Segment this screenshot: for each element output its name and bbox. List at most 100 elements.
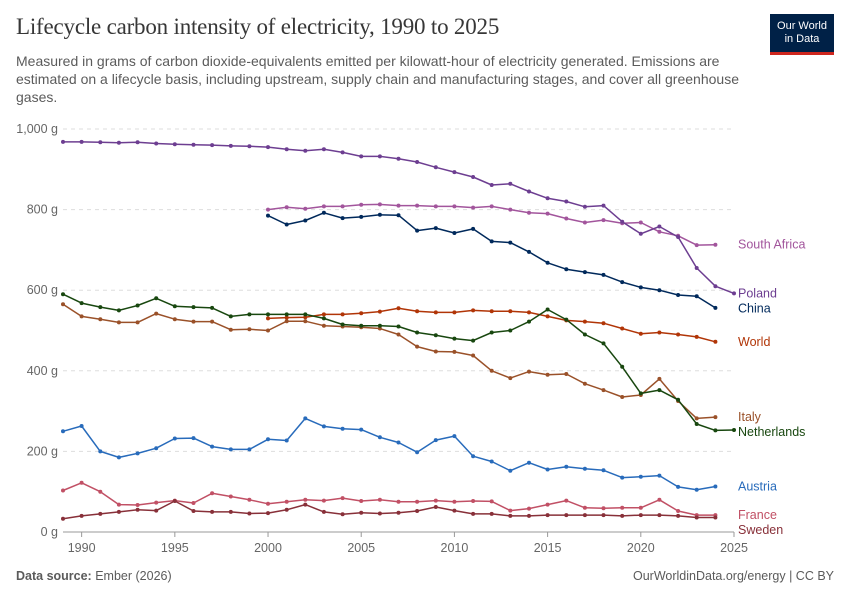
data-point-austria — [98, 449, 103, 454]
data-point-sweden — [79, 513, 84, 518]
data-point-sweden — [247, 511, 252, 516]
data-point-world — [396, 306, 401, 311]
data-point-netherlands — [489, 330, 494, 335]
data-point-france — [415, 499, 420, 504]
data-point-france — [564, 498, 569, 503]
data-point-south-africa — [321, 204, 326, 209]
data-point-france — [284, 499, 289, 504]
data-point-italy — [489, 368, 494, 373]
x-tick-label: 2005 — [347, 541, 375, 555]
logo-line-1: Our World — [777, 20, 827, 32]
data-point-south-africa — [713, 242, 718, 247]
data-point-italy — [415, 344, 420, 349]
data-point-poland — [638, 231, 643, 236]
data-point-world — [452, 310, 457, 315]
data-point-austria — [266, 437, 270, 442]
data-point-south-africa — [396, 203, 401, 208]
data-point-france — [601, 506, 606, 511]
data-point-italy — [601, 388, 606, 393]
data-point-sweden — [713, 515, 718, 520]
data-point-poland — [694, 266, 699, 270]
data-point-austria — [508, 468, 513, 473]
data-point-poland — [79, 139, 84, 144]
data-point-china — [321, 210, 326, 215]
data-point-poland — [582, 204, 587, 209]
data-point-italy — [657, 376, 662, 381]
data-point-netherlands — [415, 330, 420, 335]
data-point-france — [98, 489, 103, 494]
data-point-netherlands — [732, 428, 736, 432]
data-point-france — [471, 499, 476, 503]
data-point-france — [135, 503, 140, 507]
data-point-poland — [154, 141, 159, 146]
data-point-sweden — [266, 511, 270, 516]
data-point-china — [638, 285, 643, 290]
series-line-south-africa — [267, 203, 716, 246]
data-point-south-africa — [303, 206, 308, 211]
data-point-world — [489, 309, 494, 314]
data-point-poland — [284, 147, 289, 152]
data-point-netherlands — [620, 364, 625, 369]
data-point-world — [527, 310, 531, 315]
data-point-austria — [340, 426, 345, 431]
data-point-france — [545, 502, 550, 507]
data-point-china — [284, 222, 289, 227]
data-point-poland — [620, 219, 625, 224]
data-point-sweden — [284, 507, 289, 512]
data-point-france — [582, 505, 587, 510]
data-point-south-africa — [489, 204, 494, 209]
data-point-china — [601, 272, 606, 277]
data-point-france — [638, 505, 643, 510]
data-point-austria — [676, 484, 681, 489]
line-chart: 0 g 200 g 400 g 600 g 800 g 1,000 g 1990 1995 20… — [16, 122, 805, 555]
data-point-sweden — [135, 507, 140, 512]
data-point-italy — [694, 416, 699, 421]
data-point-netherlands — [359, 323, 364, 328]
data-point-china — [303, 218, 308, 223]
data-point-china — [694, 294, 699, 299]
data-point-poland — [713, 284, 718, 289]
data-point-netherlands — [694, 422, 699, 426]
data-point-world — [415, 309, 420, 314]
data-point-sweden — [694, 515, 699, 520]
data-point-world — [433, 310, 438, 315]
x-tick-label: 2010 — [441, 541, 469, 555]
owid-logo[interactable]: Our World in Data — [770, 14, 834, 55]
data-point-france — [303, 497, 308, 502]
data-point-sweden — [471, 511, 476, 516]
data-source-link[interactable]: Ember (2026) — [95, 569, 172, 583]
series-line-world — [267, 307, 716, 343]
data-point-netherlands — [433, 333, 438, 338]
data-point-china — [433, 226, 438, 231]
data-point-china — [359, 214, 364, 219]
data-point-world — [471, 308, 476, 313]
data-point-italy — [247, 327, 252, 332]
data-point-china — [657, 288, 662, 293]
data-point-italy — [527, 369, 531, 374]
data-point-austria — [415, 450, 420, 455]
data-point-south-africa — [545, 211, 550, 216]
data-point-poland — [657, 224, 662, 229]
footer-license-link[interactable]: OurWorldinData.org/energy | CC BY — [632, 569, 834, 583]
data-point-poland — [527, 189, 531, 194]
data-point-sweden — [620, 513, 625, 518]
data-point-austria — [713, 484, 718, 489]
data-point-china — [415, 228, 420, 233]
data-point-italy — [713, 415, 718, 420]
data-point-world — [377, 309, 382, 314]
data-point-france — [452, 499, 457, 504]
data-point-world — [620, 326, 625, 331]
data-point-austria — [452, 434, 457, 439]
data-point-france — [79, 480, 84, 485]
data-point-world — [676, 332, 681, 337]
data-point-austria — [694, 487, 699, 492]
data-point-sweden — [210, 509, 215, 514]
y-tick-label: 600 g — [27, 283, 58, 297]
data-point-sweden — [452, 508, 457, 513]
x-tick-label: 2000 — [254, 541, 282, 555]
data-point-south-africa — [415, 203, 420, 208]
data-source-label: Data source: — [16, 569, 92, 583]
data-point-austria — [303, 416, 308, 421]
data-point-netherlands — [638, 391, 643, 396]
data-point-poland — [191, 142, 196, 147]
